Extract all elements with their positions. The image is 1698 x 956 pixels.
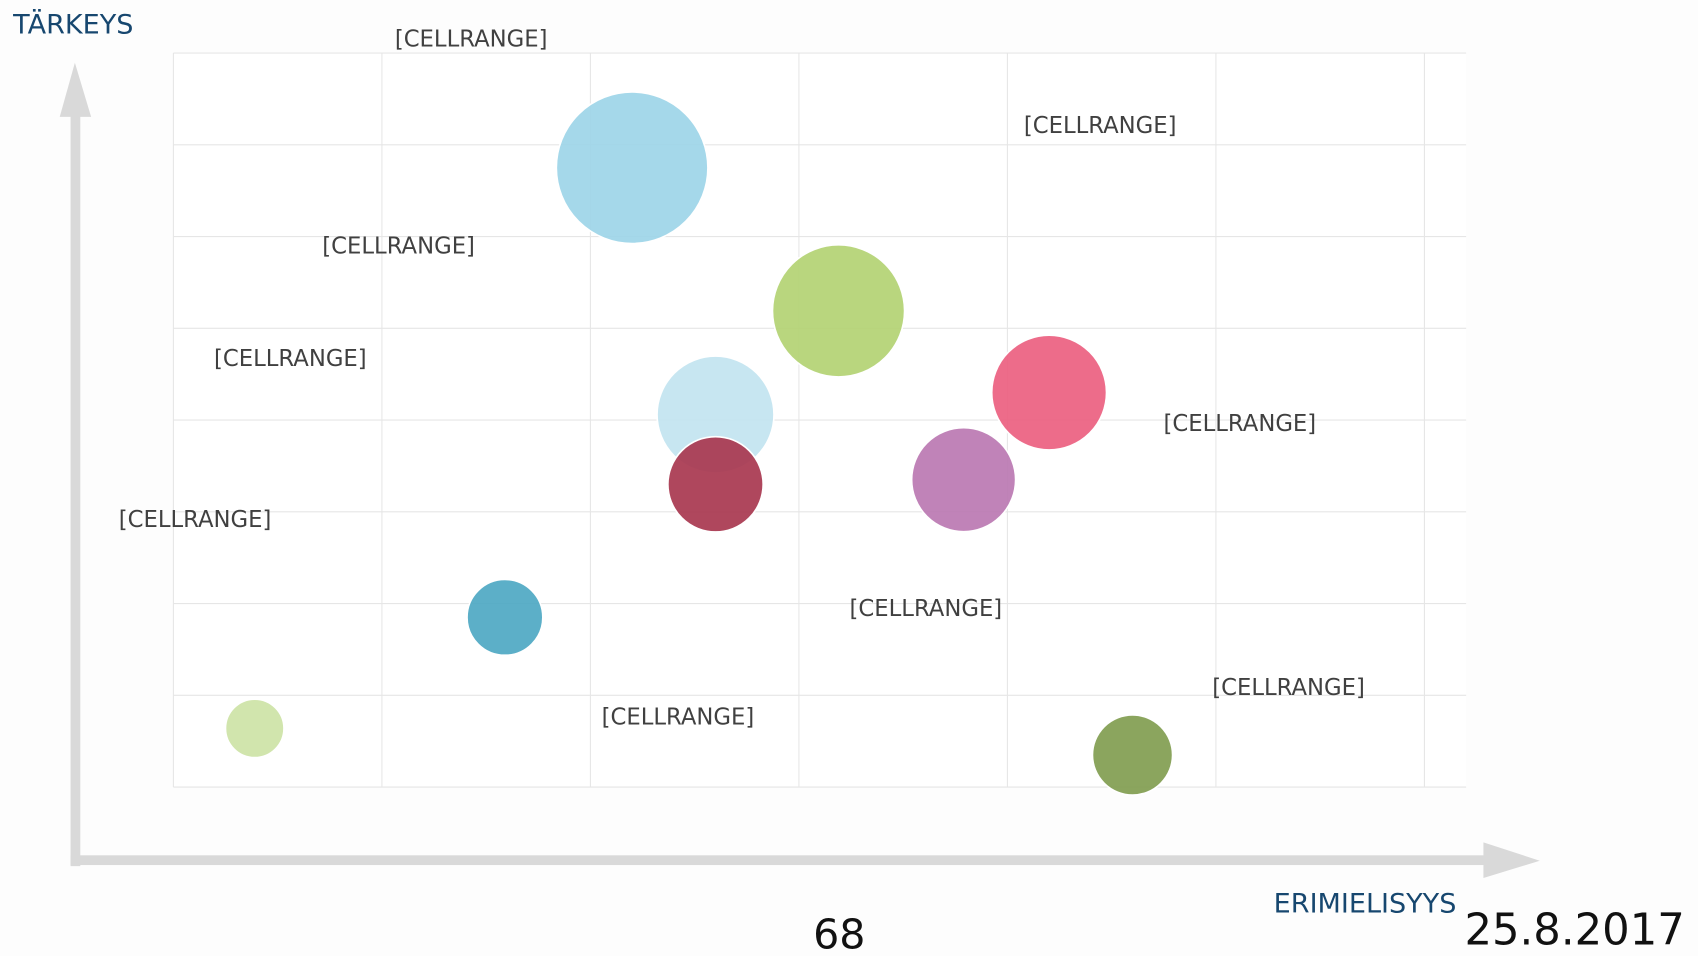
bubble	[667, 435, 764, 533]
bubble	[771, 244, 906, 378]
bubbles	[224, 91, 1174, 796]
data-label: [CELLRANGE]	[1164, 411, 1317, 437]
data-label: [CELLRANGE]	[395, 27, 548, 53]
data-label: [CELLRANGE]	[1024, 113, 1177, 139]
data-label: [CELLRANGE]	[322, 233, 475, 259]
data-label: [CELLRANGE]	[119, 507, 272, 533]
data-label: [CELLRANGE]	[214, 346, 367, 372]
bubble	[466, 578, 544, 657]
y-axis-arrow	[70, 113, 81, 867]
page-number: 68	[813, 911, 865, 956]
y-axis-label: TÄRKEYS	[12, 8, 133, 40]
x-axis-arrowhead	[1483, 842, 1540, 879]
date: 25.8.2017	[1464, 906, 1684, 956]
y-axis-arrowhead	[59, 62, 92, 117]
data-label: [CELLRANGE]	[1212, 675, 1365, 701]
data-label: [CELLRANGE]	[850, 596, 1003, 622]
data-labels: [CELLRANGE] [CELLRANGE] [CELLRANGE] [CELLRA…	[119, 27, 1365, 731]
bubble	[990, 334, 1108, 451]
bubble	[224, 698, 285, 759]
data-label: [CELLRANGE]	[602, 704, 755, 730]
x-axis-arrow	[70, 855, 1489, 866]
bubble	[1091, 714, 1174, 796]
bubble	[555, 91, 709, 245]
x-axis-label: ERIMIELISYYS	[1274, 889, 1457, 920]
bubble	[910, 426, 1017, 533]
